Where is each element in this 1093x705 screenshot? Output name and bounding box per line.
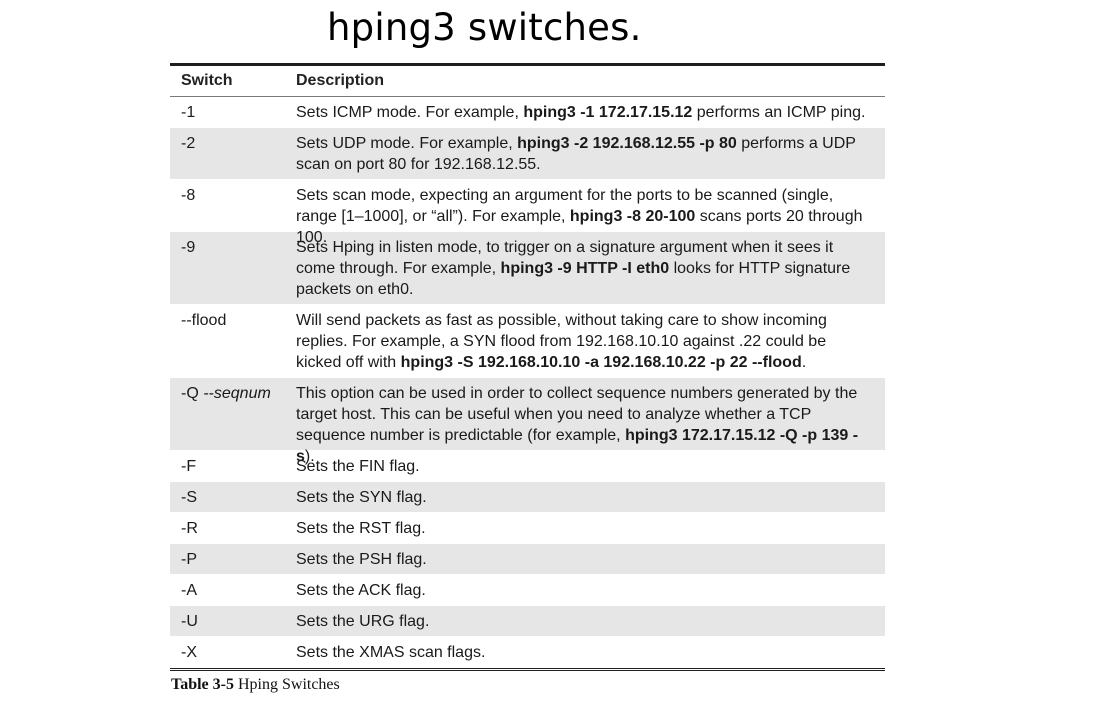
description-cell: Will send packets as fast as possible, w… bbox=[296, 310, 885, 373]
description-text: This option can be used in order to coll… bbox=[296, 385, 858, 444]
table-row: -P Sets the PSH flag. bbox=[170, 544, 885, 575]
table-row: -S Sets the SYN flag. bbox=[170, 482, 885, 513]
table-header: Switch Description bbox=[170, 66, 885, 97]
switch-text: -1 bbox=[181, 104, 196, 121]
header-switch: Switch bbox=[181, 72, 233, 89]
description-text: Sets the URG flag. bbox=[296, 613, 430, 630]
table-top-rule bbox=[170, 63, 885, 66]
switch-cell: -R bbox=[170, 518, 296, 539]
description-text: Sets the ACK flag. bbox=[296, 582, 426, 599]
switch-text: -R bbox=[181, 520, 198, 537]
description-text: ). bbox=[304, 448, 315, 465]
description-cell: Sets Hping in listen mode, to trigger on… bbox=[296, 237, 885, 300]
switch-text: -P bbox=[181, 551, 197, 568]
switch-cell: -U bbox=[170, 611, 296, 632]
switch-cell: -S bbox=[170, 487, 296, 508]
description-text: Sets scan mode, expecting an argument fo… bbox=[296, 187, 834, 225]
switch-cell: -1 bbox=[170, 102, 296, 123]
table-row: -8 Sets scan mode, expecting an argument … bbox=[170, 180, 885, 246]
description-text: Will send packets as fast as possible, w… bbox=[296, 312, 827, 371]
switch-text: -9 bbox=[181, 239, 196, 256]
switch-text: -S bbox=[181, 489, 197, 506]
switch-text: -2 bbox=[181, 135, 196, 152]
description-text: Sets the PSH flag. bbox=[296, 551, 427, 568]
command-example: hping3 -2 192.168.12.55 -p 80 bbox=[517, 135, 737, 152]
switch-text: -A bbox=[181, 582, 197, 599]
description-cell: This option can be used in order to coll… bbox=[296, 383, 885, 467]
switch-cell: --flood bbox=[170, 310, 296, 331]
description-cell: Sets the URG flag. bbox=[296, 611, 885, 632]
switch-cell: -8 bbox=[170, 185, 296, 206]
description-text: Sets the FIN flag. bbox=[296, 458, 420, 475]
command-example: hping3 -1 172.17.15.12 bbox=[523, 104, 693, 121]
description-text: Sets Hping in listen mode, to trigger on… bbox=[296, 239, 834, 277]
description-text: performs a UDP scan on port 80 for 192.1… bbox=[296, 135, 856, 173]
description-text: scans ports 20 through 100. bbox=[296, 208, 863, 246]
description-cell: Sets the ACK flag. bbox=[296, 580, 885, 601]
description-text: Sets the SYN flag. bbox=[296, 489, 427, 506]
command-example: hping3 -S 192.168.10.10 -a 192.168.10.22… bbox=[400, 354, 802, 371]
command-example: hping3 172.17.15.12 -Q -p 139 -s bbox=[296, 427, 859, 465]
caption-text: Hping Switches bbox=[233, 676, 340, 693]
command-example: hping3 -9 HTTP -I eth0 bbox=[500, 260, 670, 277]
table-row: -9 Sets Hping in listen mode, to trigger … bbox=[170, 232, 885, 305]
description-cell: Sets the RST flag. bbox=[296, 518, 885, 539]
table-caption: Table 3-5 Hping Switches bbox=[171, 676, 340, 694]
switch-cell: -A bbox=[170, 580, 296, 601]
page-heading: hping3 switches. bbox=[327, 6, 642, 49]
description-text: Sets UDP mode. For example, bbox=[296, 135, 518, 152]
table-row: -Q --seqnum This option can be used in or… bbox=[170, 378, 885, 465]
description-text: performs an ICMP ping. bbox=[692, 104, 866, 121]
switch-text: -Q bbox=[181, 385, 199, 402]
switch-cell: -P bbox=[170, 549, 296, 570]
switch-long-name: --seqnum bbox=[198, 385, 271, 402]
caption-label: Table 3-5 bbox=[171, 676, 234, 693]
switch-text: -U bbox=[181, 613, 198, 630]
switch-text: -X bbox=[181, 644, 197, 661]
description-cell: Sets the SYN flag. bbox=[296, 487, 885, 508]
command-example: hping3 -8 20-100 bbox=[569, 208, 696, 225]
switch-cell: -2 bbox=[170, 133, 296, 154]
header-description: Description bbox=[296, 72, 385, 89]
table-row: --flood Will send packets as fast as poss… bbox=[170, 305, 885, 378]
switch-cell: -Q --seqnum bbox=[170, 383, 296, 404]
description-cell: Sets UDP mode. For example, hping3 -2 19… bbox=[296, 133, 885, 175]
description-cell: Sets ICMP mode. For example, hping3 -1 1… bbox=[296, 102, 885, 123]
switch-text: -8 bbox=[181, 187, 196, 204]
table-body: -1 Sets ICMP mode. For example, hping3 -1… bbox=[170, 97, 885, 668]
table-row: -X Sets the XMAS scan flags. bbox=[170, 637, 885, 668]
table-row: -A Sets the ACK flag. bbox=[170, 575, 885, 606]
description-cell: Sets the PSH flag. bbox=[296, 549, 885, 570]
table-row: -R Sets the RST flag. bbox=[170, 513, 885, 544]
table-bottom-rule bbox=[170, 668, 885, 671]
switch-cell: -F bbox=[170, 456, 296, 477]
switch-cell: -9 bbox=[170, 237, 296, 258]
description-text: Sets the RST flag. bbox=[296, 520, 426, 537]
switch-text: --flood bbox=[181, 312, 227, 329]
description-cell: Sets the XMAS scan flags. bbox=[296, 642, 885, 663]
description-cell: Sets the FIN flag. bbox=[296, 456, 885, 477]
hping-switches-table: Switch Description -1 Sets ICMP mode. For… bbox=[170, 63, 885, 671]
switch-cell: -X bbox=[170, 642, 296, 663]
description-cell: Sets scan mode, expecting an argument fo… bbox=[296, 185, 885, 248]
table-row: -1 Sets ICMP mode. For example, hping3 -1… bbox=[170, 97, 885, 128]
table-row: -2 Sets UDP mode. For example, hping3 -2 … bbox=[170, 128, 885, 180]
description-text: Sets ICMP mode. For example, bbox=[296, 104, 524, 121]
table-row: -U Sets the URG flag. bbox=[170, 606, 885, 637]
switch-text: -F bbox=[181, 458, 197, 475]
description-text: Sets the XMAS scan flags. bbox=[296, 644, 486, 661]
table-row: -F Sets the FIN flag. bbox=[170, 451, 885, 482]
description-text: looks for HTTP signature packets on eth0… bbox=[296, 260, 851, 298]
description-text: . bbox=[801, 354, 807, 371]
